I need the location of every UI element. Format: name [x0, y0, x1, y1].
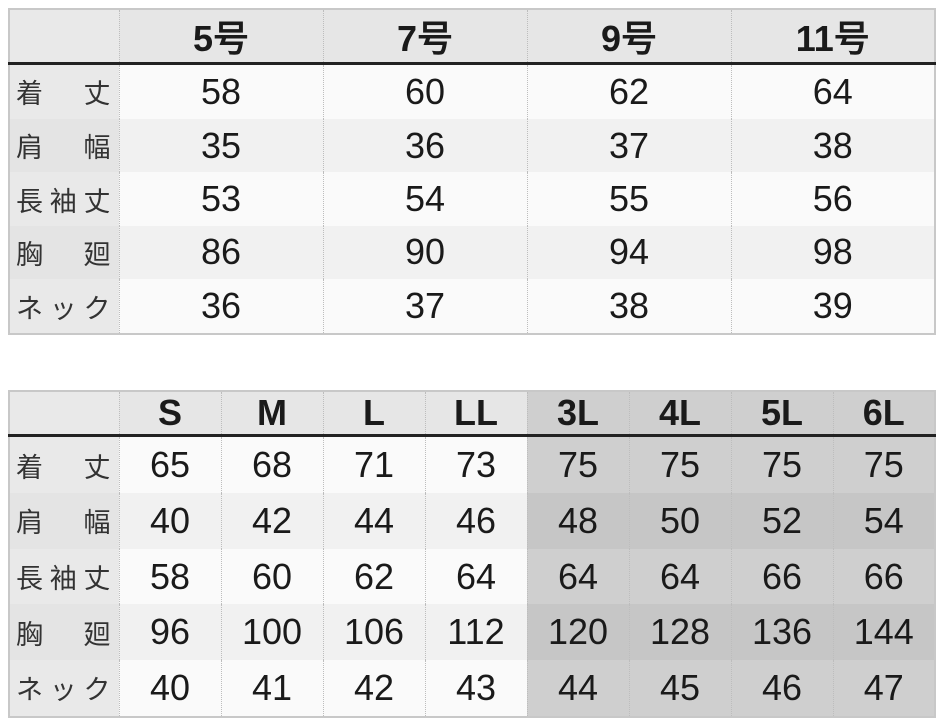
row-label: 胸廻	[8, 604, 119, 660]
measurement-cell: 60	[220, 548, 323, 605]
row-label: ネック	[8, 279, 119, 334]
corner-cell	[8, 391, 119, 437]
measurement-cell: 44	[526, 659, 629, 717]
size-table-letter: S M L LL 3L 4L 5L 6L 着丈 65 68 71 73 75 75 75 75 肩幅 40 42 44…	[8, 390, 936, 718]
measurement-cell: 96	[118, 604, 221, 660]
measurement-cell: 44	[322, 493, 425, 549]
measurement-cell: 75	[730, 435, 833, 494]
size-header: M	[220, 391, 323, 437]
measurement-cell: 62	[322, 548, 425, 605]
size-header: S	[118, 391, 221, 437]
measurement-cell: 86	[118, 225, 323, 280]
measurement-cell: 144	[832, 604, 935, 660]
table-row: 着丈 65 68 71 73 75 75 75 75	[8, 435, 935, 494]
measurement-cell: 94	[526, 225, 731, 280]
measurement-cell: 46	[424, 493, 527, 549]
table-row: 肩幅 35 36 37 38	[8, 118, 935, 173]
size-header: 5号	[118, 9, 323, 65]
measurement-cell: 75	[832, 435, 935, 494]
measurement-cell: 45	[628, 659, 731, 717]
measurement-cell: 58	[118, 63, 323, 119]
header-row: S M L LL 3L 4L 5L 6L	[8, 391, 935, 437]
measurement-cell: 39	[730, 279, 935, 334]
measurement-cell: 120	[526, 604, 629, 660]
measurement-cell: 64	[628, 548, 731, 605]
measurement-cell: 98	[730, 225, 935, 280]
measurement-cell: 60	[322, 63, 527, 119]
corner-cell	[8, 9, 119, 65]
table-row: 肩幅 40 42 44 46 48 50 52 54	[8, 493, 935, 549]
row-label: 長袖丈	[8, 172, 119, 226]
measurement-cell: 38	[730, 118, 935, 173]
size-header: 3L	[526, 391, 629, 437]
measurement-cell: 53	[118, 172, 323, 226]
table-row: 胸廻 96 100 106 112 120 128 136 144	[8, 604, 935, 660]
measurement-cell: 48	[526, 493, 629, 549]
measurement-cell: 42	[220, 493, 323, 549]
size-header: 9号	[526, 9, 731, 65]
measurement-cell: 37	[322, 279, 527, 334]
measurement-cell: 128	[628, 604, 731, 660]
measurement-cell: 64	[424, 548, 527, 605]
measurement-cell: 66	[832, 548, 935, 605]
measurement-cell: 100	[220, 604, 323, 660]
table-row: 胸廻 86 90 94 98	[8, 225, 935, 280]
measurement-cell: 50	[628, 493, 731, 549]
measurement-cell: 64	[526, 548, 629, 605]
measurement-cell: 35	[118, 118, 323, 173]
table-row: ネック 40 41 42 43 44 45 46 47	[8, 659, 935, 717]
measurement-cell: 90	[322, 225, 527, 280]
measurement-cell: 43	[424, 659, 527, 717]
measurement-cell: 71	[322, 435, 425, 494]
size-header: 11号	[730, 9, 935, 65]
measurement-cell: 58	[118, 548, 221, 605]
row-label: ネック	[8, 659, 119, 717]
measurement-cell: 65	[118, 435, 221, 494]
measurement-cell: 136	[730, 604, 833, 660]
measurement-cell: 38	[526, 279, 731, 334]
measurement-cell: 36	[322, 118, 527, 173]
measurement-cell: 54	[322, 172, 527, 226]
header-row: 5号 7号 9号 11号	[8, 9, 935, 65]
table-row: 長袖丈 58 60 62 64 64 64 66 66	[8, 548, 935, 605]
measurement-cell: 75	[526, 435, 629, 494]
table-row: 長袖丈 53 54 55 56	[8, 172, 935, 226]
size-header: 5L	[730, 391, 833, 437]
measurement-cell: 36	[118, 279, 323, 334]
row-label: 肩幅	[8, 493, 119, 549]
measurement-cell: 75	[628, 435, 731, 494]
size-header: LL	[424, 391, 527, 437]
table-row: ネック 36 37 38 39	[8, 279, 935, 334]
measurement-cell: 46	[730, 659, 833, 717]
table-row: 着丈 58 60 62 64	[8, 63, 935, 119]
size-header: L	[322, 391, 425, 437]
row-label: 着丈	[8, 435, 119, 494]
size-table-go: 5号 7号 9号 11号 着丈 58 60 62 64 肩幅 35 36 37 38 長袖丈 53 54 55 5…	[8, 8, 936, 335]
row-label: 肩幅	[8, 118, 119, 173]
measurement-cell: 62	[526, 63, 731, 119]
measurement-cell: 52	[730, 493, 833, 549]
measurement-cell: 64	[730, 63, 935, 119]
measurement-cell: 56	[730, 172, 935, 226]
size-header: 4L	[628, 391, 731, 437]
measurement-cell: 40	[118, 659, 221, 717]
measurement-cell: 40	[118, 493, 221, 549]
row-label: 長袖丈	[8, 548, 119, 605]
measurement-cell: 42	[322, 659, 425, 717]
size-header: 6L	[832, 391, 935, 437]
measurement-cell: 66	[730, 548, 833, 605]
measurement-cell: 55	[526, 172, 731, 226]
measurement-cell: 73	[424, 435, 527, 494]
row-label: 胸廻	[8, 225, 119, 280]
size-header: 7号	[322, 9, 527, 65]
measurement-cell: 37	[526, 118, 731, 173]
measurement-cell: 68	[220, 435, 323, 494]
measurement-cell: 47	[832, 659, 935, 717]
row-label: 着丈	[8, 63, 119, 119]
measurement-cell: 41	[220, 659, 323, 717]
measurement-cell: 106	[322, 604, 425, 660]
measurement-cell: 54	[832, 493, 935, 549]
measurement-cell: 112	[424, 604, 527, 660]
